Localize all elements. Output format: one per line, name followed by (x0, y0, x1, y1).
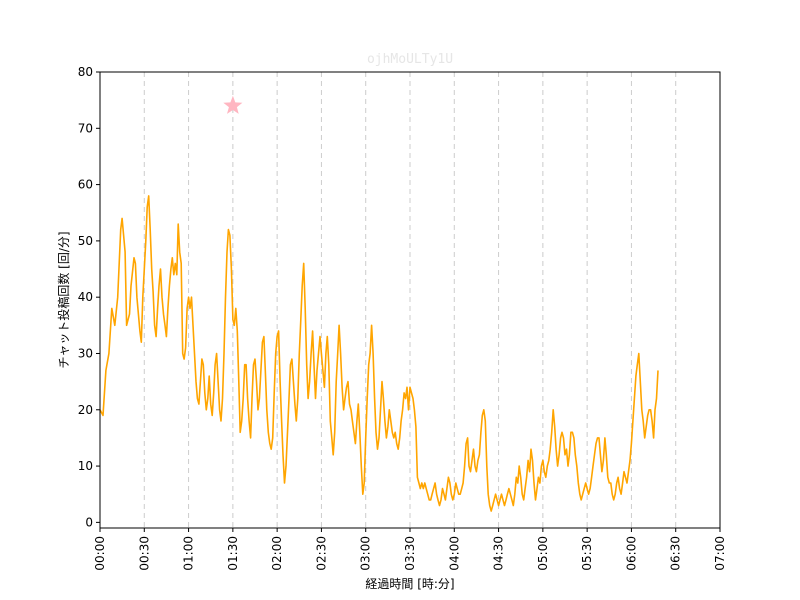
series-line (99, 195, 659, 512)
y-axis: 0 10 20 30 40 50 60 70 80 (78, 65, 100, 529)
x-tick-label: 00:00 (93, 536, 107, 571)
x-tick-label: 05:30 (580, 536, 594, 571)
y-tick-label: 30 (78, 346, 93, 360)
y-tick-label: 10 (78, 459, 93, 473)
x-tick-label: 03:00 (359, 536, 373, 571)
x-tick-label: 06:00 (624, 536, 638, 571)
x-tick-label: 04:30 (492, 536, 506, 571)
y-tick-label: 0 (85, 515, 93, 529)
x-axis: 00:00 00:30 01:00 01:30 02:00 02:30 03:00 03:30… (93, 528, 727, 571)
x-tick-label: 01:30 (226, 536, 240, 571)
y-tick-label: 80 (78, 65, 93, 79)
x-tick-label: 01:00 (182, 536, 196, 571)
x-tick-label: 05:00 (536, 536, 550, 571)
x-tick-label: 00:30 (137, 536, 151, 571)
x-tick-label: 03:30 (403, 536, 417, 571)
grid-lines (143, 72, 677, 528)
x-tick-label: 02:30 (314, 536, 328, 571)
x-tick-label: 02:00 (270, 536, 284, 571)
chart-title: ojhMoULTy1U (367, 52, 453, 67)
y-tick-label: 40 (78, 290, 93, 304)
x-tick-label: 06:30 (669, 536, 683, 571)
star-marker (223, 95, 243, 114)
y-tick-label: 20 (78, 403, 93, 417)
x-tick-label: 04:00 (447, 536, 461, 571)
y-axis-label: チャット投稿回数 [回/分] (56, 231, 71, 368)
x-axis-label: 経過時間 [時:分] (365, 577, 454, 591)
x-tick-label: 07:00 (713, 536, 727, 571)
y-tick-label: 60 (78, 178, 93, 192)
data-layer (99, 95, 659, 512)
y-tick-label: 50 (78, 234, 93, 248)
y-tick-label: 70 (78, 121, 93, 135)
